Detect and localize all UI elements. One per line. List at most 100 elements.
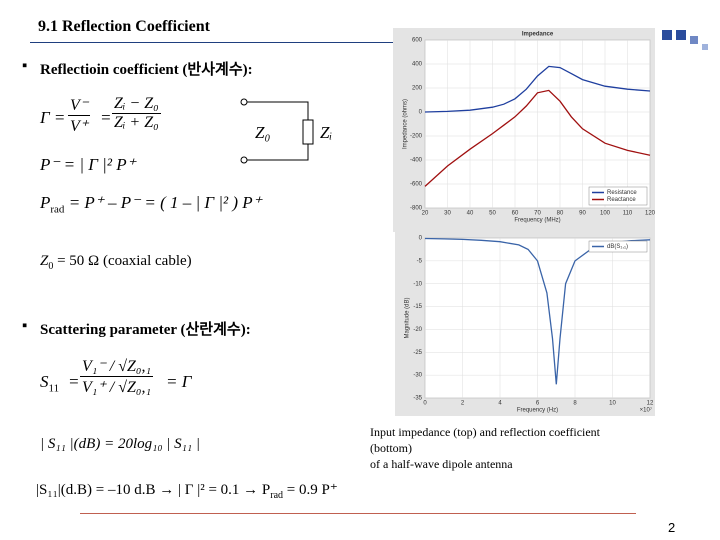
plot-title: Impedance bbox=[522, 32, 554, 38]
equation: | S₁₁ |(dB) = 20log₁₀ | S₁₁ | bbox=[40, 436, 200, 452]
y-tick-label: -800 bbox=[410, 206, 423, 212]
x-tick-label: 20 bbox=[422, 211, 429, 217]
x-tick-label: 4 bbox=[498, 401, 502, 407]
x-tick-label: 70 bbox=[534, 211, 541, 217]
x-tick-label: 6 bbox=[536, 401, 540, 407]
caption-line: of a half-wave dipole antenna bbox=[370, 457, 513, 471]
y-axis-label: Impedance (ohms) bbox=[403, 99, 409, 149]
y-tick-label: 0 bbox=[419, 236, 423, 242]
numerator: V₁⁻ / √Z₀,₁ bbox=[80, 358, 154, 377]
x-axis-label: Frequency (MHz) bbox=[514, 218, 560, 224]
y-tick-label: -30 bbox=[413, 373, 422, 379]
subscript: rad bbox=[50, 203, 65, 216]
denominator: V₁⁺ / √Z₀,₁ bbox=[82, 379, 152, 396]
x-tick-label: 50 bbox=[489, 211, 496, 217]
x-tick-label: 40 bbox=[467, 211, 474, 217]
equation: P⁻ = | Γ |² P⁺ bbox=[40, 155, 136, 174]
bullet: Scattering parameter (산란계수): bbox=[40, 322, 251, 338]
fraction: V₁⁻ / √Z₀,₁ V₁⁺ / √Z₀,₁ bbox=[80, 356, 154, 397]
symbol: S bbox=[40, 372, 49, 391]
series-line bbox=[424, 89, 651, 187]
load bbox=[302, 119, 314, 145]
equation: S11 bbox=[40, 372, 59, 394]
fraction: Zᵢ − Z₀ Zᵢ + Z₀ bbox=[112, 95, 161, 132]
x-tick-label: 110 bbox=[623, 211, 633, 217]
equation: Γ = bbox=[40, 108, 66, 127]
x-tick-label: 100 bbox=[600, 211, 611, 217]
x-tick-label: 10 bbox=[609, 401, 616, 407]
y-tick-label: 600 bbox=[412, 38, 423, 44]
equation: = Γ bbox=[166, 372, 192, 391]
x-tick-label: 60 bbox=[512, 211, 519, 217]
x-tick-label: 30 bbox=[444, 211, 451, 217]
deco-square bbox=[690, 36, 698, 44]
equation-rest: = P⁺ – P⁻ = ( 1 – | Γ |² ) P⁺ bbox=[64, 193, 262, 212]
x-tick-label: 0 bbox=[423, 401, 427, 407]
title-rule bbox=[30, 42, 655, 43]
circuit-label: Zᵢ bbox=[320, 123, 333, 142]
caption: Input impedance (top) and reflection coe… bbox=[370, 424, 600, 472]
equation: = bbox=[68, 372, 80, 391]
slide-title: 9.1 Reflection Coefficient bbox=[38, 18, 210, 35]
wire bbox=[247, 101, 309, 161]
x-tick-label: 80 bbox=[557, 211, 564, 217]
circuit bbox=[240, 98, 314, 164]
y-tick-label: -200 bbox=[410, 134, 423, 140]
equation: |S₁₁|(d.B) = –10 d.B → | Γ |² = 0.1 → Pr… bbox=[36, 480, 338, 501]
legend-box bbox=[588, 240, 648, 253]
legend-label: Resistance bbox=[607, 190, 637, 196]
legend-label: dB(S₁,₁) bbox=[607, 244, 628, 250]
x-tick-label: 2 bbox=[461, 401, 465, 407]
y-tick-label: -600 bbox=[410, 182, 423, 188]
subscript: 11 bbox=[48, 382, 60, 395]
y-tick-label: 0 bbox=[419, 110, 423, 116]
y-tick-label: -5 bbox=[417, 258, 423, 264]
bullet-marker: ▪ bbox=[22, 318, 28, 334]
y-tick-label: -20 bbox=[413, 327, 422, 333]
x-tick-label: 120 bbox=[645, 211, 656, 217]
series-line bbox=[424, 65, 651, 113]
equation: Prad = P⁺ – P⁻ = ( 1 – | Γ |² ) P⁺ bbox=[40, 193, 262, 215]
y-tick-label: 400 bbox=[412, 62, 423, 68]
text-rest: = 50 Ω (coaxial cable) bbox=[53, 253, 192, 269]
legend-box bbox=[588, 186, 648, 206]
x-tick-label: 12 bbox=[647, 401, 654, 407]
x-tick-label: 8 bbox=[573, 401, 577, 407]
equation-part: |S₁₁|(d.B) = –10 d.B → | Γ |² = 0.1 → P bbox=[36, 482, 271, 498]
x-tick-label: 90 bbox=[579, 211, 586, 217]
subscript: 0 bbox=[48, 261, 54, 272]
denominator: Zᵢ + Z₀ bbox=[114, 114, 159, 131]
x-multiplier: ×10⁷ bbox=[640, 407, 652, 414]
y-axis-label: Magnitude (dB) bbox=[405, 297, 411, 338]
deco-square bbox=[676, 30, 686, 40]
denominator: V⁺ bbox=[70, 118, 89, 135]
y-tick-label: -15 bbox=[413, 304, 422, 310]
bullet: Reflectioin coefficient (반사계수): bbox=[40, 62, 253, 78]
text: Z0 = 50 Ω (coaxial cable) bbox=[40, 253, 192, 272]
page-number: 2 bbox=[668, 520, 676, 535]
fraction: V⁻ V⁺ bbox=[68, 95, 91, 136]
caption-line: Input impedance (top) and reflection coe… bbox=[370, 425, 601, 439]
circuit-label: Z₀ bbox=[255, 123, 271, 142]
caption-line: (bottom) bbox=[370, 441, 412, 455]
y-tick-label: 200 bbox=[412, 86, 423, 92]
symbol: Z bbox=[40, 253, 49, 269]
equation: = bbox=[100, 108, 112, 127]
legend-label: Reactance bbox=[607, 197, 636, 203]
numerator: Zᵢ − Z₀ bbox=[112, 95, 161, 114]
y-tick-label: -35 bbox=[413, 396, 422, 402]
numerator: V⁻ bbox=[68, 97, 91, 116]
bullet-marker: ▪ bbox=[22, 58, 28, 74]
y-tick-label: -25 bbox=[413, 350, 422, 356]
subscript: rad bbox=[270, 490, 284, 501]
y-tick-label: -400 bbox=[410, 158, 423, 164]
footer-rule bbox=[80, 513, 636, 514]
deco-square bbox=[702, 44, 708, 50]
y-tick-label: -10 bbox=[413, 281, 422, 287]
deco-square bbox=[662, 30, 672, 40]
symbol: P bbox=[40, 193, 51, 212]
equation-part: = 0.9 P⁺ bbox=[283, 482, 338, 498]
x-axis-label: Frequency (Hz) bbox=[517, 408, 558, 414]
